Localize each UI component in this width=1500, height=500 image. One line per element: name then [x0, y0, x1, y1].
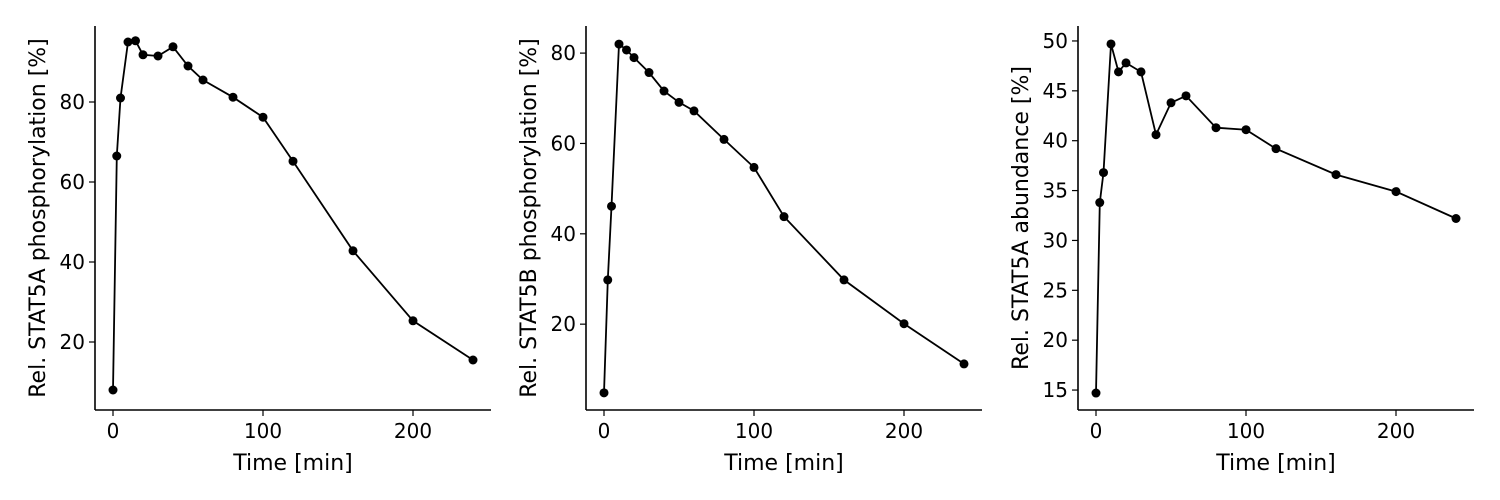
- data-point: [1451, 213, 1461, 223]
- data-point: [1211, 123, 1221, 133]
- y-tick-label: 40: [60, 250, 85, 274]
- data-point: [168, 42, 178, 52]
- x-tick-label: 100: [244, 419, 282, 443]
- data-point: [674, 97, 684, 107]
- data-point: [959, 359, 969, 369]
- data-point: [779, 212, 789, 222]
- data-point: [899, 319, 909, 329]
- data-point: [408, 316, 418, 326]
- data-point: [228, 92, 238, 102]
- data-point: [123, 37, 133, 47]
- y-tick-label: 40: [1043, 129, 1068, 153]
- x-axis-label: Time [min]: [232, 451, 353, 476]
- y-tick-label: 15: [1043, 378, 1068, 402]
- y-tick-label: 45: [1043, 79, 1068, 103]
- y-tick-label: 35: [1043, 179, 1068, 203]
- y-tick-label: 25: [1043, 278, 1068, 302]
- data-point: [1106, 39, 1116, 49]
- x-axis-label: Time [min]: [723, 451, 844, 476]
- series-line: [1095, 43, 1457, 394]
- x-tick-label: 100: [1227, 419, 1265, 443]
- data-point: [614, 39, 624, 49]
- data-point: [719, 134, 729, 144]
- data-point: [108, 385, 118, 395]
- data-point: [1091, 388, 1101, 398]
- x-axis-label: Time [min]: [1215, 451, 1336, 476]
- x-tick-label: 200: [394, 419, 432, 443]
- data-point: [607, 201, 616, 211]
- series-line: [603, 42, 965, 393]
- data-point: [1331, 170, 1341, 180]
- data-point: [116, 93, 125, 103]
- data-point: [1241, 125, 1251, 135]
- data-point: [603, 275, 613, 285]
- data-point: [1099, 168, 1108, 178]
- x-tick-label: 0: [1090, 419, 1103, 443]
- data-point: [468, 355, 478, 365]
- y-axis-label: Rel. STAT5A phosphorylation [%]: [26, 38, 51, 398]
- data-point: [1114, 67, 1123, 77]
- data-point: [599, 388, 609, 398]
- data-point: [348, 246, 358, 256]
- y-tick-label: 20: [551, 312, 576, 336]
- data-point: [1121, 58, 1131, 68]
- data-point: [153, 51, 163, 61]
- data-point: [1271, 144, 1281, 154]
- x-tick-label: 200: [885, 419, 923, 443]
- y-tick-label: 60: [60, 170, 85, 194]
- data-point: [1181, 91, 1191, 101]
- y-tick-label: 60: [551, 131, 576, 155]
- data-point: [183, 61, 193, 71]
- y-tick-label: 80: [60, 90, 85, 114]
- data-point: [689, 106, 699, 116]
- data-point: [659, 86, 669, 96]
- y-tick-label: 80: [551, 41, 576, 65]
- y-tick-label: 50: [1043, 29, 1068, 53]
- data-point: [1136, 67, 1146, 77]
- y-tick-label: 30: [1043, 228, 1068, 252]
- y-tick-label: 20: [1043, 328, 1068, 352]
- x-tick-label: 0: [107, 419, 120, 443]
- x-tick-label: 100: [735, 419, 773, 443]
- y-axis-label: Rel. STAT5B phosphorylation [%]: [517, 38, 542, 398]
- data-point: [288, 156, 298, 166]
- data-point: [644, 68, 654, 78]
- series-line: [112, 39, 474, 391]
- panel-stat5b-phosphorylation: 0 100 200 20 40 60 80 Time [min] Rel. STAT5B pho…: [517, 26, 982, 476]
- data-point: [839, 275, 849, 285]
- data-point: [629, 53, 639, 63]
- x-tick-label: 200: [1377, 419, 1415, 443]
- data-point: [258, 112, 268, 122]
- y-tick-label: 40: [551, 222, 576, 246]
- data-point: [622, 45, 631, 55]
- panel-stat5a-phosphorylation: 0 100 200 20 40 60 80 Time [min] Rel. STAT5A pho…: [26, 26, 491, 476]
- y-axis-label: Rel. STAT5A abundance [%]: [1009, 66, 1034, 370]
- panel-stat5a-abundance: 0 100 200 15 20 25 30 35 40 45 50 Time [min] Rel. ST…: [1009, 26, 1474, 476]
- data-point: [1151, 130, 1161, 140]
- data-point: [198, 75, 208, 85]
- data-point: [1095, 198, 1105, 208]
- data-point: [131, 36, 140, 46]
- data-point: [138, 50, 148, 60]
- data-point: [1166, 98, 1176, 108]
- data-point: [749, 162, 759, 172]
- data-point: [112, 151, 122, 161]
- y-tick-label: 20: [60, 330, 85, 354]
- data-point: [1391, 187, 1401, 197]
- x-tick-label: 0: [598, 419, 611, 443]
